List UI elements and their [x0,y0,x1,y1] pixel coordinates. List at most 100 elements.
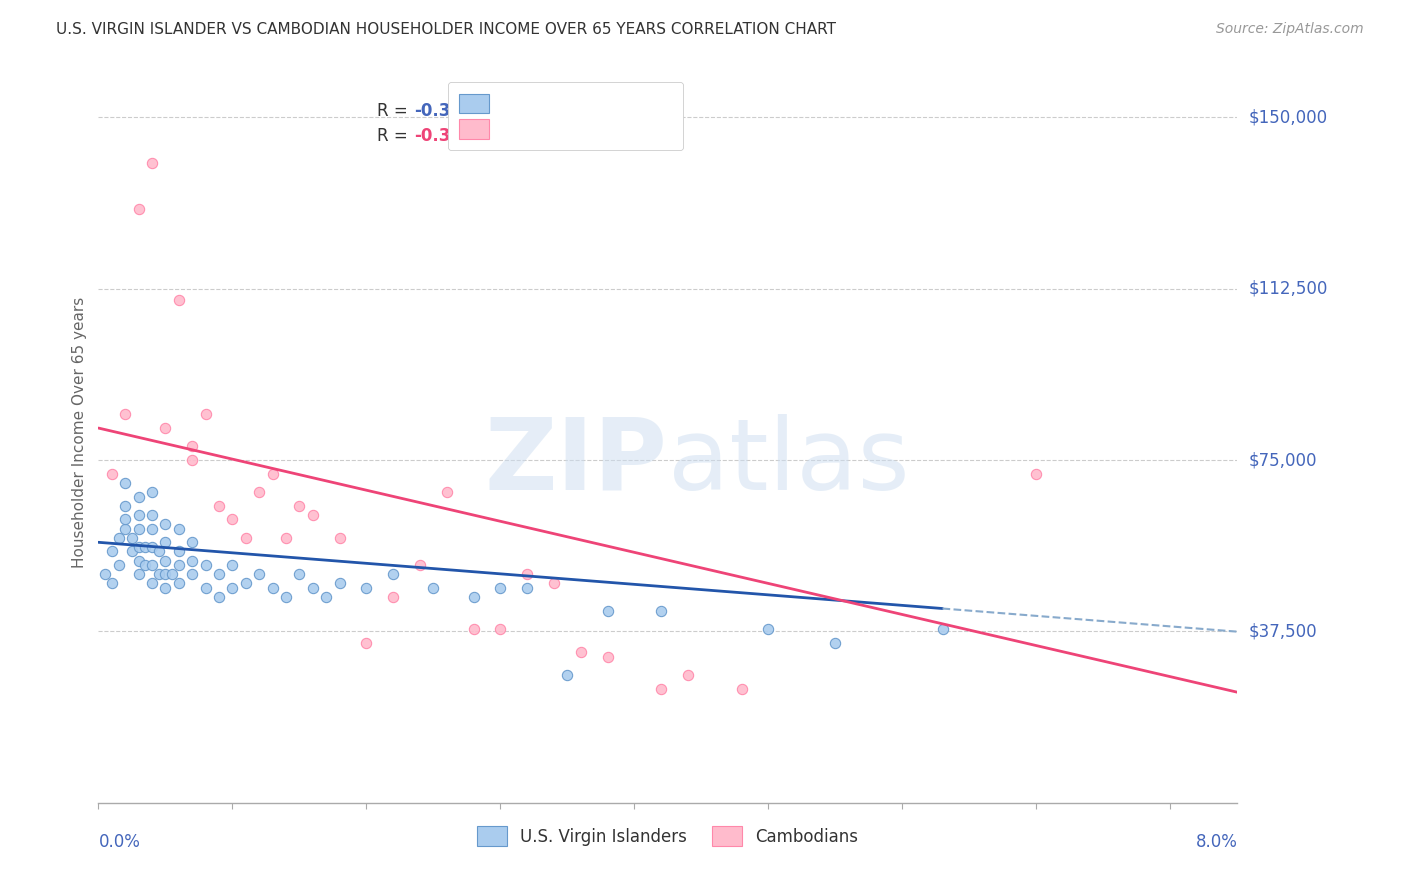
Point [194,408,217,422]
Point [208,567,231,582]
Point [301,508,323,522]
Point [557,668,579,682]
Point [141,508,163,522]
Point [155,421,177,435]
Point [288,567,311,582]
Point [101,576,124,591]
Point [730,681,752,696]
Point [128,540,150,554]
Point [931,622,953,636]
Point [436,485,458,500]
Point [121,544,143,558]
Point [1025,467,1047,481]
Text: 0.0%: 0.0% [98,833,141,851]
Point [181,439,204,453]
Point [141,156,163,170]
Point [155,535,177,549]
Point [382,567,405,582]
Point [221,581,243,595]
Point [596,649,619,664]
Point [128,522,150,536]
Point [114,522,136,536]
Point [114,499,136,513]
Point [128,553,150,567]
Point [141,540,163,554]
Point [121,531,143,545]
Text: -0.390: -0.390 [413,128,474,145]
Point [221,512,243,526]
Point [128,202,150,216]
Point [94,567,117,582]
Text: U.S. VIRGIN ISLANDER VS CAMBODIAN HOUSEHOLDER INCOME OVER 65 YEARS CORRELATION C: U.S. VIRGIN ISLANDER VS CAMBODIAN HOUSEH… [56,22,837,37]
Point [221,558,243,573]
Point [160,567,183,582]
Point [489,622,512,636]
Text: Source: ZipAtlas.com: Source: ZipAtlas.com [1216,22,1364,37]
Point [329,576,352,591]
Point [134,540,156,554]
Point [167,544,190,558]
Point [824,636,846,650]
Point [208,499,231,513]
Text: $75,000: $75,000 [1249,451,1317,469]
Text: 32: 32 [498,128,520,145]
Point [516,581,538,595]
Point [194,558,217,573]
Point [114,512,136,526]
Text: -0.317: -0.317 [413,102,474,120]
Point [114,475,136,490]
Point [141,558,163,573]
Point [114,408,136,422]
Point [101,467,124,481]
Point [422,581,444,595]
Point [756,622,779,636]
Point [155,516,177,531]
Point [101,544,124,558]
Point [315,590,337,604]
Point [288,499,311,513]
Point [274,531,297,545]
Point [356,581,378,595]
Point [155,567,177,582]
Point [148,544,170,558]
Point [235,576,257,591]
Point [167,576,190,591]
Point [128,567,150,582]
Text: 8.0%: 8.0% [1195,833,1237,851]
Point [128,490,150,504]
Point [148,567,170,582]
Point [181,535,204,549]
Point [107,558,129,573]
Point [516,567,538,582]
Point [650,681,672,696]
Legend: U.S. Virgin Islanders, Cambodians: U.S. Virgin Islanders, Cambodians [465,814,870,857]
Point [543,576,565,591]
Point [262,581,284,595]
Point [650,604,672,618]
Point [235,531,257,545]
Point [596,604,619,618]
Point [167,558,190,573]
Point [181,553,204,567]
Point [489,581,512,595]
Text: N =: N = [463,102,510,120]
Point [409,558,432,573]
Point [107,531,129,545]
Text: $150,000: $150,000 [1249,108,1327,127]
Text: R =: R = [377,128,413,145]
Point [128,508,150,522]
Point [262,467,284,481]
Point [301,581,323,595]
Point [194,581,217,595]
Point [329,531,352,545]
Y-axis label: Householder Income Over 65 years: Householder Income Over 65 years [72,297,87,568]
Point [155,553,177,567]
Text: N =: N = [463,128,510,145]
Point [676,668,699,682]
Point [569,645,592,659]
Point [181,567,204,582]
Point [141,522,163,536]
Point [463,622,485,636]
Text: R =: R = [377,102,413,120]
Point [208,590,231,604]
